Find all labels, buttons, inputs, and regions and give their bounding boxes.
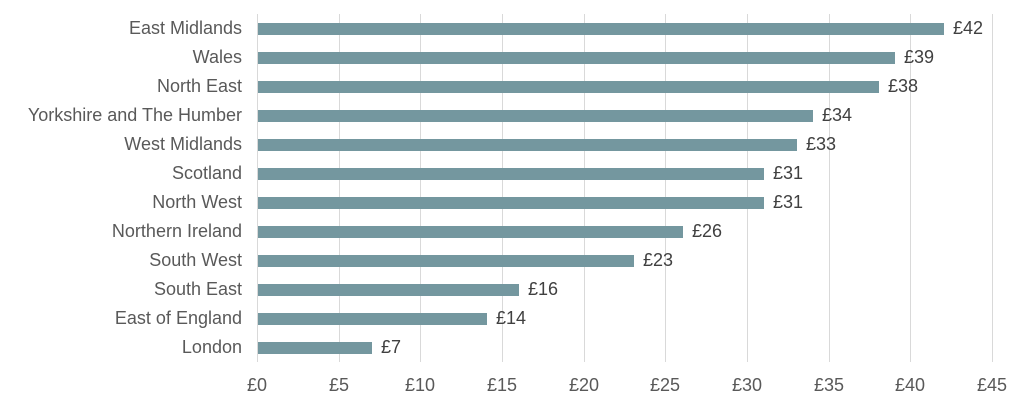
value-label: £23 bbox=[643, 250, 674, 270]
bar bbox=[258, 23, 944, 35]
bar bbox=[258, 139, 797, 151]
category-label: West Midlands bbox=[124, 134, 242, 154]
bar bbox=[258, 284, 519, 296]
category-label: South West bbox=[149, 250, 242, 270]
bar bbox=[258, 342, 372, 354]
value-label: £26 bbox=[692, 221, 723, 241]
value-label: £42 bbox=[953, 18, 984, 38]
gridline bbox=[502, 14, 503, 362]
bar bbox=[258, 255, 634, 267]
x-axis: £0 £5 £10 £15 £20 £25 £30 £35 £40 £45 bbox=[0, 371, 1023, 399]
x-tick-label: £35 bbox=[813, 375, 845, 395]
x-tick-label: £10 bbox=[404, 375, 436, 395]
bar bbox=[258, 313, 487, 325]
category-label: East Midlands bbox=[128, 18, 242, 38]
x-tick-label: £5 bbox=[328, 375, 350, 395]
value-label: £33 bbox=[806, 134, 837, 154]
x-tick-label: £45 bbox=[976, 375, 1008, 395]
category-axis: East Midlands Wales North East Yorkshire an… bbox=[0, 14, 242, 362]
value-label: £14 bbox=[496, 308, 527, 328]
gridline bbox=[992, 14, 993, 362]
gridline bbox=[910, 14, 911, 362]
category-label: Yorkshire and The Humber bbox=[27, 105, 242, 125]
gridline bbox=[747, 14, 748, 362]
category-label: South East bbox=[153, 279, 242, 299]
x-tick-label: £20 bbox=[568, 375, 600, 395]
bar bbox=[258, 168, 764, 180]
gridline bbox=[829, 14, 830, 362]
x-tick-label: £0 bbox=[246, 375, 268, 395]
value-label: £38 bbox=[888, 76, 919, 96]
value-label: £7 bbox=[381, 337, 402, 357]
category-label: East of England bbox=[114, 308, 242, 328]
category-label: North West bbox=[152, 192, 242, 212]
gridline bbox=[339, 14, 340, 362]
gridline bbox=[257, 14, 258, 362]
x-tick-label: £25 bbox=[649, 375, 681, 395]
x-tick-label: £15 bbox=[486, 375, 518, 395]
category-label: Scotland bbox=[171, 163, 242, 183]
value-label: £39 bbox=[904, 47, 935, 67]
bar bbox=[258, 226, 683, 238]
category-label: North East bbox=[156, 76, 242, 96]
gridline bbox=[584, 14, 585, 362]
category-label: London bbox=[181, 337, 242, 357]
bar bbox=[258, 110, 813, 122]
value-label: £31 bbox=[773, 192, 804, 212]
x-tick-label: £30 bbox=[731, 375, 763, 395]
value-label: £34 bbox=[822, 105, 853, 125]
gridline bbox=[420, 14, 421, 362]
category-label: Wales bbox=[192, 47, 242, 67]
gridline bbox=[665, 14, 666, 362]
plot-area: £42 £39 £38 £34 £33 £31 £31 £26 £23 £16 £14 £7 bbox=[257, 14, 993, 362]
value-label: £31 bbox=[773, 163, 804, 183]
x-tick-label: £40 bbox=[894, 375, 926, 395]
bar bbox=[258, 52, 895, 64]
bar bbox=[258, 81, 879, 93]
value-label: £16 bbox=[528, 279, 559, 299]
bar bbox=[258, 197, 764, 209]
category-label: Northern Ireland bbox=[111, 221, 242, 241]
